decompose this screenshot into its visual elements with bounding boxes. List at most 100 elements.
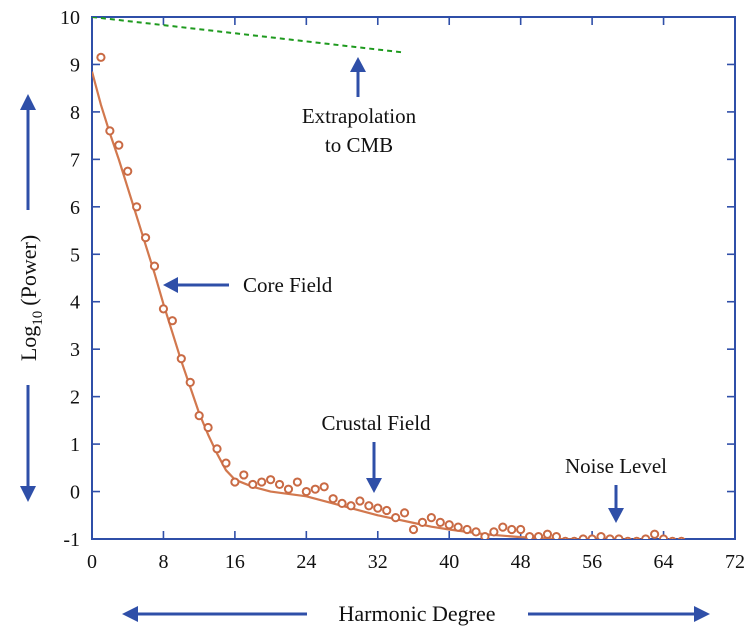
data-point [301,486,311,497]
data-point [614,534,624,539]
data-point [498,522,508,532]
data-point [140,233,151,243]
data-point [542,529,553,539]
data-point [364,501,374,511]
plot-frame [91,16,736,540]
data-point [132,202,142,212]
y-axis-title-group: Log10 (Power) [16,94,46,502]
data-point [399,508,410,518]
observed-series [96,52,686,539]
data-point [167,316,177,326]
data-point [203,422,213,433]
left-arrow-icon [122,606,138,622]
y-tick-label: -1 [63,529,80,551]
data-point [453,522,463,532]
data-point [471,527,481,537]
x-axis-ticks: 0 8 16 24 32 40 48 56 64 72 [87,17,745,573]
data-point [328,494,338,504]
data-point [551,532,561,539]
data-point [105,126,115,136]
y-tick-label: 5 [70,244,80,266]
y-tick-label: 2 [70,387,80,409]
data-point [489,527,499,537]
down-arrow-icon [608,508,624,523]
x-tick-label: 24 [296,551,316,573]
data-point [346,501,356,511]
x-tick-label: 32 [368,551,388,573]
x-tick-label: 16 [225,551,245,573]
data-point [319,482,329,492]
x-tick-label: 40 [439,551,459,573]
data-point [239,470,249,480]
x-axis-title-group: Harmonic Degree [122,601,710,626]
x-tick-label: 0 [87,551,97,573]
y-axis-title-suffix: (Power) [16,235,41,306]
y-axis-ticks: -1 0 1 2 3 4 5 6 7 8 9 10 [60,7,735,551]
data-point [283,484,294,494]
data-point [382,505,392,516]
data-point [310,484,320,494]
y-axis-title-subscript: 10 [30,311,46,326]
data-point [668,536,677,539]
core-field-annotation: Core Field [163,273,333,297]
crustal-field-label: Crustal Field [321,411,431,435]
x-tick-label: 56 [582,551,602,573]
data-point [507,524,517,535]
data-point [417,517,428,527]
data-point [292,477,303,487]
data-point [274,479,285,490]
y-tick-label: 7 [70,149,80,171]
crustal-field-annotation: Crustal Field [321,411,431,493]
data-point [230,477,240,487]
extrapolation-label-line2: to CMB [325,133,393,157]
data-point [605,534,615,539]
data-point [212,444,222,454]
noise-level-annotation: Noise Level [565,454,667,523]
extrapolation-label-line1: Extrapolation [302,104,417,128]
data-point [158,304,169,314]
data-point [524,532,535,539]
data-point [149,261,160,271]
x-tick-label: 8 [158,551,168,573]
extrapolation-line [92,17,405,54]
noise-level-label: Noise Level [565,454,667,478]
extrapolation-annotation: Extrapolation to CMB [302,57,417,157]
x-tick-label: 64 [654,551,674,573]
extrapolation-series [92,17,405,54]
data-point [480,532,490,539]
data-point [408,524,419,535]
data-point [596,532,606,539]
data-point [96,52,106,62]
y-tick-label: 8 [70,102,80,124]
data-point [533,532,544,539]
data-point [426,513,436,523]
data-point [248,479,258,490]
data-point [578,534,588,539]
data-point [185,377,195,387]
y-tick-label: 1 [70,434,80,456]
up-arrow-icon [350,57,366,72]
data-point [570,536,579,539]
right-arrow-icon [694,606,710,622]
data-point [677,536,686,539]
data-point [123,166,133,176]
data-point [650,529,660,539]
up-arrow-icon [20,94,36,110]
data-point [221,458,231,468]
data-point [462,524,472,535]
data-point [391,513,401,523]
data-point [257,477,267,487]
data-point [176,354,186,364]
y-axis-title: Log10 (Power) [16,235,46,361]
data-point [435,517,445,527]
x-axis-title: Harmonic Degree [339,601,496,626]
x-tick-label: 72 [725,551,745,573]
data-point [516,524,526,535]
data-point [114,140,124,150]
data-point [623,536,632,539]
data-point [266,475,276,485]
data-point [444,520,454,530]
y-tick-label: 4 [70,292,80,314]
core-field-label: Core Field [243,273,333,297]
data-point [658,534,669,539]
